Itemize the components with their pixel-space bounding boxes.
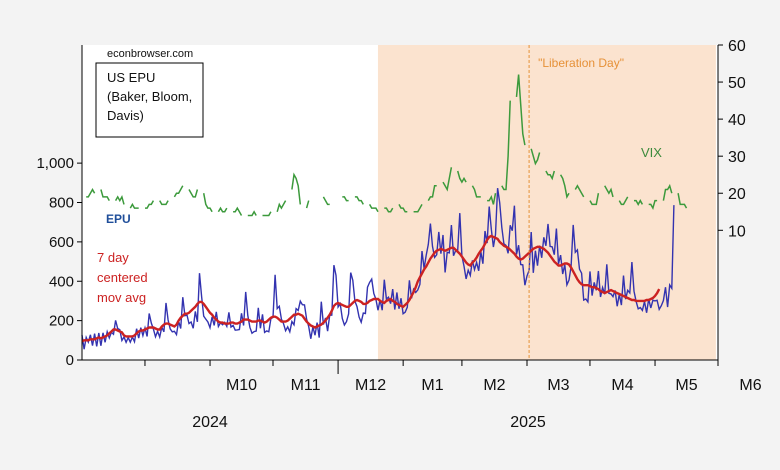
y-left-tick-label: 200	[49, 313, 74, 330]
x-tick-label: M6	[739, 377, 761, 394]
y-left-tick-label: 800	[49, 195, 74, 212]
x-tick-label: M1	[421, 377, 443, 394]
annotation-label: "Liberation Day"	[538, 56, 624, 70]
series-label-mov-avg-line: centered	[97, 270, 148, 285]
x-tick-label: M4	[611, 377, 633, 394]
y-right-tick-label: 50	[728, 75, 746, 92]
y-left-tick-label: 600	[49, 234, 74, 251]
series-label-mov-avg-line: 7 day	[97, 250, 129, 265]
y-left-tick-label: 400	[49, 273, 74, 290]
x-tick-label: M11	[291, 377, 321, 394]
y-right-tick-label: 40	[728, 112, 746, 129]
x-year-label: 2025	[510, 414, 546, 431]
y-right-tick-label: 60	[728, 38, 746, 55]
x-tick-label: M2	[483, 377, 505, 394]
y-left-tick-label: 1,000	[36, 155, 74, 172]
shaded-region	[377, 45, 716, 360]
y-right-tick-label: 10	[728, 223, 746, 240]
series-line-epu	[81, 188, 675, 350]
y-right-tick-label: 20	[728, 186, 746, 203]
source-label: econbrowser.com	[107, 48, 193, 60]
series-label-epu: EPU	[106, 212, 131, 226]
y-left-tick-label: 0	[66, 352, 74, 369]
title-box-line: US EPU	[107, 70, 155, 85]
series-label-vix: VIX	[641, 145, 662, 160]
x-tick-label: M5	[675, 377, 697, 394]
title-box	[95, 62, 204, 138]
x-tick-label: M3	[547, 377, 569, 394]
y-right-tick-label: 30	[728, 149, 746, 166]
x-tick-label: M12	[355, 377, 386, 394]
x-tick-label: M10	[226, 377, 257, 394]
series-line-mov-avg	[81, 234, 661, 343]
title-box-line: (Baker, Bloom,	[107, 89, 192, 104]
x-year-label: 2024	[192, 414, 228, 431]
series-label-mov-avg-line: mov avg	[97, 290, 146, 305]
title-box-line: Davis)	[107, 108, 144, 123]
